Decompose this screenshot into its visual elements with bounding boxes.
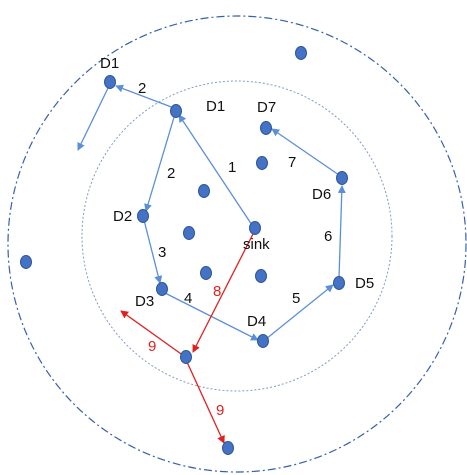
- outer-range-circle: [7, 15, 467, 473]
- hop-d6-to-d7: 7: [288, 154, 296, 171]
- arrow-red-node-left: [120, 310, 185, 357]
- hop-red-left: 9: [148, 338, 156, 355]
- node-far-left: [20, 255, 32, 269]
- node-bottom: [222, 441, 234, 455]
- arrow-red-node-down: [186, 361, 225, 444]
- arrow-d4-to-d5: [265, 284, 334, 340]
- node-d1: [170, 104, 182, 118]
- hop-d5-to-d6: 6: [324, 228, 332, 245]
- arrow-sink-to-red-node: [192, 231, 255, 353]
- inner-range-circle: [81, 80, 393, 392]
- node-top-right: [295, 46, 307, 60]
- label-d1: D1: [206, 98, 225, 115]
- label-d4: D4: [247, 313, 266, 330]
- label-d6: D6: [312, 186, 331, 203]
- node-center-left: [183, 226, 195, 240]
- node-d5: [333, 276, 345, 290]
- node-mid-left: [198, 184, 210, 198]
- node-red-relay: [180, 350, 192, 364]
- hop-d2-to-d3: 3: [158, 244, 166, 261]
- arrow-d1-to-d1-outer: [115, 84, 175, 109]
- hop-d1-to-d2: 2: [167, 165, 175, 182]
- node-center-lower-right: [255, 269, 267, 283]
- node-d3: [156, 282, 168, 296]
- hop-d4-to-d5: 5: [292, 290, 300, 307]
- node-center-upper: [256, 156, 268, 170]
- sensor-nodes: [20, 46, 348, 455]
- hop-d3-to-d4: 4: [184, 290, 192, 307]
- arrow-d2-to-d3: [143, 219, 163, 284]
- label-d5: D5: [355, 275, 374, 292]
- hop-red-down: 9: [216, 402, 224, 419]
- hop-d1-to-d1: 2: [138, 80, 146, 97]
- arrow-d5-to-d6: [337, 185, 346, 279]
- label-d1-outer: D1: [100, 55, 119, 72]
- node-center-lower-left: [200, 266, 212, 280]
- node-d6: [336, 171, 348, 185]
- arrow-d1-to-d2: [144, 113, 176, 212]
- label-d7: D7: [257, 99, 276, 116]
- hop-numbers: 1 2 2 3 4 5 6 7 8 9 9: [138, 80, 332, 419]
- arrow-sink-to-d1: [178, 114, 255, 229]
- node-sink: [249, 221, 261, 235]
- label-d2: D2: [113, 208, 132, 225]
- node-d7: [260, 121, 272, 135]
- hop-sink-to-d1: 1: [228, 159, 236, 176]
- node-labels: D1 D1 D7 D6 D2 sink D5 D3 D4: [100, 55, 374, 330]
- label-sink: sink: [243, 236, 270, 253]
- node-d1-outer: [104, 75, 116, 89]
- node-d2: [137, 209, 149, 223]
- red-route: [120, 231, 255, 444]
- hop-sink-red: 8: [213, 283, 221, 300]
- node-d4: [257, 334, 269, 348]
- arrow-d1-outer-down: [77, 85, 110, 151]
- arrow-d6-to-d7: [271, 128, 340, 176]
- label-d3: D3: [135, 293, 154, 310]
